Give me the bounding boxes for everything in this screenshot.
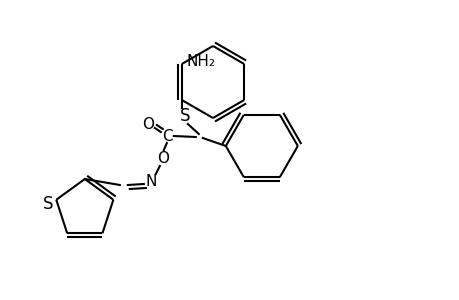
Text: O: O — [141, 116, 153, 131]
Text: S: S — [179, 107, 190, 125]
Text: N: N — [145, 175, 156, 190]
Text: NH₂: NH₂ — [186, 53, 215, 68]
Text: O: O — [157, 151, 168, 166]
Text: C: C — [162, 128, 173, 143]
Text: S: S — [43, 195, 53, 213]
